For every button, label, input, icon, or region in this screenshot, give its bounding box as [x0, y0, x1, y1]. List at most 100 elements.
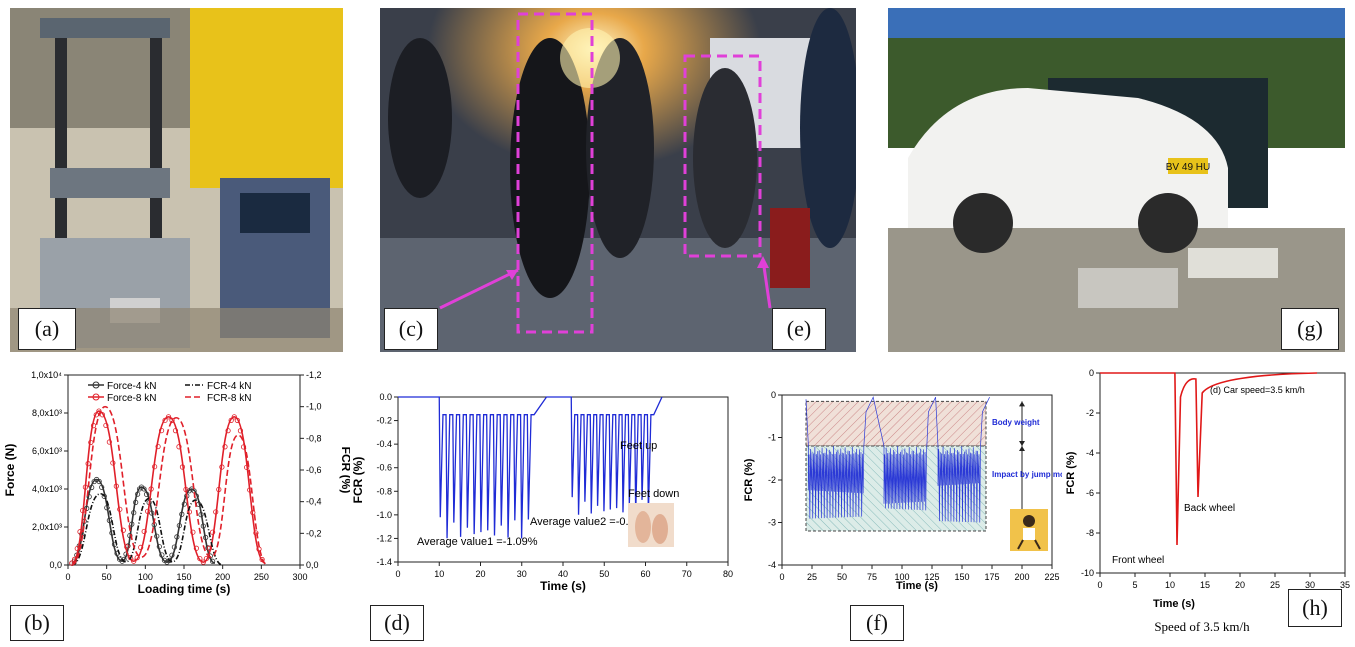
annotation-car-speed: (d) Car speed=3.5 km/h	[1210, 385, 1305, 395]
chart-b-point	[210, 529, 216, 535]
chart-d-ytick-label: -1.0	[376, 510, 392, 520]
chart-h-caption: Speed of 3.5 km/h	[1154, 619, 1250, 634]
chart-h-xtick-label: 5	[1132, 580, 1137, 590]
chart-b-point	[171, 544, 178, 550]
chart-b-point	[96, 478, 102, 485]
chart-b-point	[203, 555, 210, 562]
chart-b-svg: 0 50 100 150 200 250 300 1,0x10⁴ 8,0x10³ 6,0x10³ 4…	[3, 370, 353, 596]
chart-b-point	[156, 544, 162, 550]
chart-b-point	[129, 521, 135, 527]
chart-b-point	[200, 559, 206, 565]
chart-f-ylabel: FCR (%)	[743, 458, 755, 501]
chart-b-xtick-label: 300	[292, 572, 307, 582]
testing-machine-illustration	[10, 8, 343, 352]
chart-b-point	[131, 510, 137, 516]
photo-testing-machine: (a)	[10, 8, 343, 352]
chart-b-point	[219, 464, 225, 470]
chart-b-point	[174, 534, 180, 540]
chart-d-xtick-label: 70	[682, 569, 692, 579]
chart-b-point	[197, 555, 203, 562]
annotation-front-wheel: Front wheel	[1112, 555, 1164, 566]
chart-b-y2label: FCR (%)	[339, 447, 350, 494]
chart-h-ytick-label: -2	[1086, 408, 1094, 418]
chart-h-series	[1100, 372, 1318, 546]
chart-b-point	[71, 556, 78, 562]
chart-h-ytick-label: 0	[1089, 368, 1094, 378]
chart-d-svg: 0 10 20 30 40 50 60 70 80 0.0 -0.2 -0.4 -0.6 -0.8 -1.0…	[351, 392, 733, 593]
chart-d: 0 10 20 30 40 50 60 70 80 0.0 -0.2 -0.4 -0.6 -0.8 -1.0…	[350, 365, 740, 642]
chart-b-point	[143, 491, 150, 497]
chart-b-point	[198, 512, 204, 518]
chart-d-ytick-label: -1.2	[376, 533, 392, 543]
chart-b-point	[89, 484, 95, 491]
chart-h-xtick-label: 10	[1165, 580, 1175, 590]
chart-b-point	[213, 509, 219, 515]
photo-pedestrians: (c) (e)	[380, 8, 856, 352]
annotation-back-wheel: Back wheel	[1184, 503, 1235, 514]
chart-b-point	[152, 464, 158, 470]
chart-b-point	[234, 417, 240, 423]
chart-f-ytick-label: -2	[768, 475, 776, 485]
chart-b-ytick-label: 8,0x10³	[32, 408, 62, 418]
chart-b-point	[155, 443, 161, 450]
panel-label-c: (c)	[384, 308, 438, 350]
chart-d-xtick-label: 0	[395, 569, 400, 579]
chart-h-ytick-label: -6	[1086, 488, 1094, 498]
chart-f-ytick-label: -3	[768, 518, 776, 528]
chart-f-xtick-label: 100	[894, 572, 909, 582]
chart-b-y2tick-label: 0,0	[306, 560, 319, 570]
chart-b-point	[203, 534, 209, 541]
chart-h: 0 5 10 15 20 25 30 35 0 -2 -4 -6 -8 -10 Time (s) FCR …	[1062, 365, 1355, 642]
chart-b: 0 50 100 150 200 250 300 1,0x10⁴ 8,0x10³ 6,0x10³ 4…	[0, 365, 353, 642]
chart-d-series	[398, 396, 663, 539]
chart-b-ytick-label: 0,0	[49, 560, 62, 570]
chart-f-xtick-label: 125	[924, 572, 939, 582]
chart-b-point	[138, 544, 144, 551]
chart-b-point	[244, 464, 250, 470]
chart-h-xtick-label: 20	[1235, 580, 1245, 590]
chart-b-ytick-label: 6,0x10³	[32, 446, 62, 456]
chart-b-point	[222, 444, 228, 450]
chart-b-y2tick-label: -0,2	[306, 528, 322, 538]
chart-b-point	[134, 555, 140, 561]
annotation-feet-up: Feet up	[620, 440, 657, 452]
chart-b-point	[210, 558, 216, 564]
chart-b-point	[131, 558, 137, 564]
chart-b-point	[225, 428, 231, 434]
chart-d-ylabel: FCR (%)	[351, 457, 365, 504]
chart-b-point	[99, 484, 105, 490]
chart-b-xtick-label: 150	[176, 572, 191, 582]
chart-b-point	[193, 545, 199, 551]
chart-b-point	[166, 557, 173, 563]
chart-d-xtick-label: 10	[434, 569, 444, 579]
panel-label-h: (h)	[1288, 589, 1342, 627]
chart-b-point	[124, 544, 130, 550]
chart-f-xlabel: Time (s)	[896, 580, 938, 592]
chart-b-xtick-label: 50	[102, 572, 112, 582]
panel-label-f: (f)	[850, 605, 904, 641]
chart-b-point	[106, 439, 112, 445]
chart-f-svg: 0 25 50 75 100 125 150 175 200 225 0 -1 -2 -3 -4 Time …	[743, 390, 1080, 592]
chart-h-svg: 0 5 10 15 20 25 30 35 0 -2 -4 -6 -8 -10 Time (s) FCR …	[1065, 368, 1350, 634]
chart-h-ytick-label: -4	[1086, 448, 1094, 458]
chart-h-ylabel: FCR (%)	[1065, 451, 1077, 494]
chart-b-ylabel: Force (N)	[3, 444, 17, 497]
panel-label-d: (d)	[370, 605, 424, 641]
chart-b-point	[80, 507, 86, 514]
chart-b-point	[135, 491, 141, 497]
chart-b-point	[133, 499, 139, 505]
chart-f-series	[805, 396, 990, 523]
chart-d-ytick-label: -0.6	[376, 463, 392, 473]
chart-d-ytick-label: 0.0	[379, 392, 392, 402]
chart-b-point	[158, 427, 165, 434]
chart-f: 0 25 50 75 100 125 150 175 200 225 0 -1 -2 -3 -4 Time …	[742, 365, 1080, 642]
chart-f-xtick-label: 50	[837, 572, 847, 582]
chart-b-point	[148, 486, 154, 492]
chart-d-xtick-label: 30	[517, 569, 527, 579]
chart-b-point	[145, 508, 151, 514]
chart-b-ytick-label: 4,0x10³	[32, 484, 62, 494]
chart-b-ytick-label: 2,0x10³	[32, 522, 62, 532]
chart-h-xtick-label: 35	[1340, 580, 1350, 590]
chart-d-xlabel: Time (s)	[540, 579, 586, 593]
arrow-head-up	[1019, 446, 1025, 451]
